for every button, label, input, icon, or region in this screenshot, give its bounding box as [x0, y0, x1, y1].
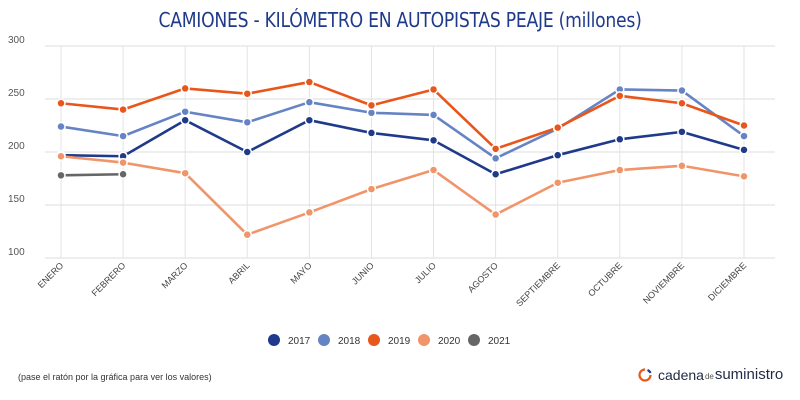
legend-label-2017[interactable]: 2017	[288, 336, 311, 347]
point-2017-3[interactable]	[180, 115, 190, 125]
x-tick-label-4: ABRIL	[226, 260, 251, 285]
point-2019-8[interactable]	[490, 144, 501, 154]
x-tick-label-12: DICIEMBRE	[706, 260, 748, 302]
point-2018-1[interactable]	[56, 121, 66, 132]
point-2019-6[interactable]	[366, 100, 377, 111]
point-2018-8[interactable]	[490, 153, 501, 164]
point-2018-4[interactable]	[242, 117, 253, 128]
y-axis-labels: 100 150 200 250 300	[8, 35, 25, 258]
brand-name-part3: suministro	[714, 366, 784, 383]
point-2017-10[interactable]	[615, 134, 625, 145]
point-2020-7[interactable]	[428, 165, 439, 175]
legend-marker-2018[interactable]	[318, 334, 330, 346]
chart-title: CAMIONES - KILÓMETRO EN AUTOPISTAS PEAJE…	[158, 8, 642, 32]
legend-label-2018[interactable]: 2018	[338, 336, 361, 347]
point-2018-7[interactable]	[428, 110, 439, 120]
y-tick-label-250: 250	[8, 88, 25, 99]
x-tick-label-7: JULIO	[413, 260, 438, 285]
series-line-2020[interactable]	[60, 154, 745, 236]
y-tick-label-300: 300	[8, 35, 25, 46]
point-2018-5[interactable]	[304, 97, 315, 107]
x-tick-label-8: AGOSTO	[466, 260, 500, 294]
y-tick-label-100: 100	[8, 247, 25, 258]
legend-label-2021[interactable]: 2021	[488, 336, 511, 347]
legend-label-2020[interactable]: 2020	[438, 336, 461, 347]
legend-label-2019[interactable]: 2019	[388, 336, 411, 347]
point-2020-5[interactable]	[304, 207, 315, 218]
point-2017-6[interactable]	[366, 128, 377, 138]
point-2020-2[interactable]	[118, 157, 128, 168]
legend: 2017 2018 2019 2020 2021	[268, 334, 511, 347]
point-2020-11[interactable]	[677, 161, 687, 171]
x-tick-label-11: NOVIEMBRE	[641, 260, 686, 305]
point-2019-10[interactable]	[615, 91, 625, 101]
x-tick-label-1: ENERO	[36, 260, 66, 290]
point-2017-5[interactable]	[304, 115, 315, 125]
point-2020-4[interactable]	[242, 229, 253, 240]
x-tick-label-6: JUNIO	[350, 260, 376, 286]
point-2017-9[interactable]	[552, 150, 563, 160]
point-2017-8[interactable]	[490, 169, 501, 180]
point-2019-11[interactable]	[677, 98, 687, 108]
series-lines	[60, 80, 745, 236]
point-2017-4[interactable]	[242, 147, 253, 157]
point-2019-12[interactable]	[739, 120, 749, 131]
hover-hint-note: (pase el ratón por la gráfica para ver l…	[18, 372, 212, 382]
brand-name-part2: de	[704, 372, 714, 381]
series-line-2021[interactable]	[60, 172, 124, 177]
y-tick-label-150: 150	[8, 194, 25, 205]
point-2019-1[interactable]	[56, 98, 66, 108]
x-tick-label-3: MARZO	[160, 260, 190, 290]
legend-marker-2020[interactable]	[418, 334, 430, 346]
x-tick-label-10: OCTUBRE	[586, 260, 624, 298]
point-2020-9[interactable]	[552, 177, 563, 188]
point-2020-12[interactable]	[739, 171, 749, 182]
series-line-2017[interactable]	[60, 118, 745, 176]
point-2019-2[interactable]	[118, 104, 128, 115]
point-2019-7[interactable]	[428, 84, 439, 95]
x-tick-label-5: MAYO	[288, 260, 313, 285]
series-line-2019[interactable]	[60, 80, 745, 151]
x-axis-labels: ENERO FEBRERO MARZO ABRIL MAYO JUNIO JULIO AGOS…	[36, 260, 749, 308]
point-2021-2[interactable]	[118, 169, 128, 180]
legend-marker-2019[interactable]	[368, 334, 380, 346]
point-2017-7[interactable]	[428, 135, 439, 146]
x-tick-label-2: FEBRERO	[90, 260, 128, 298]
point-2019-4[interactable]	[242, 88, 253, 99]
point-2020-6[interactable]	[366, 184, 377, 194]
y-tick-label-200: 200	[8, 141, 25, 152]
point-2018-2[interactable]	[118, 131, 128, 141]
x-tick-label-9: SEPTIEMBRE	[514, 260, 562, 308]
point-2018-3[interactable]	[180, 106, 190, 117]
point-2020-8[interactable]	[490, 209, 501, 220]
point-2018-11[interactable]	[677, 85, 687, 96]
series-line-2018[interactable]	[60, 88, 745, 160]
point-2019-9[interactable]	[552, 122, 563, 133]
series-points	[56, 77, 749, 240]
point-2020-10[interactable]	[615, 165, 625, 175]
point-2020-3[interactable]	[180, 168, 190, 178]
point-2019-3[interactable]	[180, 83, 190, 94]
legend-marker-2021[interactable]	[468, 334, 480, 346]
brand-name-part1: cadena	[658, 366, 704, 383]
brand-logo-icon	[638, 367, 652, 382]
gridlines	[45, 45, 775, 259]
point-2020-1[interactable]	[56, 151, 66, 161]
point-2021-1[interactable]	[56, 170, 66, 181]
brand-logo[interactable]: cadena de suministro	[638, 366, 783, 383]
legend-marker-2017[interactable]	[268, 334, 280, 346]
point-2017-12[interactable]	[739, 145, 749, 155]
point-2017-11[interactable]	[677, 127, 687, 137]
point-2018-12[interactable]	[739, 131, 749, 141]
point-2019-5[interactable]	[304, 77, 315, 87]
